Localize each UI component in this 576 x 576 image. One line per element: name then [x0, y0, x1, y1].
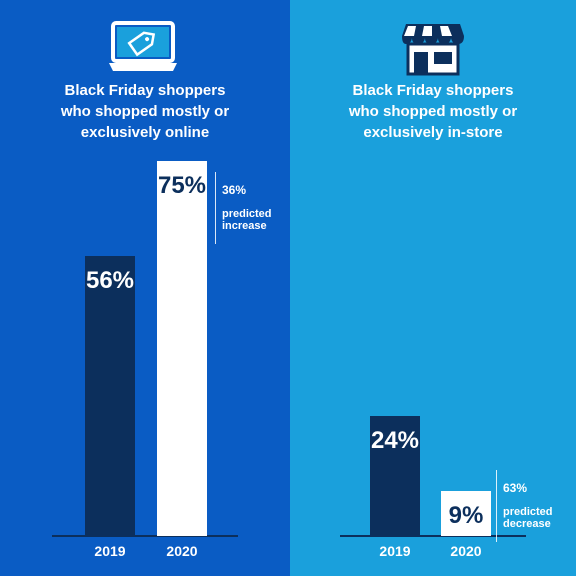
online-bar-2019: [85, 256, 135, 536]
in-store-bar-2019: [370, 416, 420, 536]
in-store-predicted-decrease-note: 63% predicted decrease: [496, 470, 553, 542]
in-store-chart-title: Black Friday shoppers who shopped mostly…: [348, 82, 518, 141]
in-store-bar-chart: 24% 2019 9% 2020: [340, 416, 526, 559]
online-chart-title: Black Friday shoppers who shopped mostly…: [60, 82, 230, 141]
in-store-category-label-2019: 2019: [379, 543, 410, 559]
in-store-bar-2020: [441, 491, 491, 536]
storefront-icon: [400, 20, 466, 83]
in-store-value-label-2019: 24%: [371, 427, 419, 454]
online-value-label-2019: 56%: [86, 267, 134, 294]
online-panel: Black Friday shoppers who shopped mostly…: [0, 0, 290, 576]
in-store-predicted-percent: 63%: [503, 481, 528, 495]
online-value-label-2020: 75%: [158, 172, 206, 199]
online-predicted-increase-note: 36% predicted increase: [215, 172, 272, 244]
in-store-predicted-text: predicted decrease: [503, 506, 553, 530]
online-bar-chart: 56% 2019 75% 2020: [52, 161, 238, 559]
online-predicted-text: predicted increase: [222, 208, 272, 232]
laptop-price-tag-icon: [107, 20, 179, 83]
online-category-label-2019: 2019: [94, 543, 125, 559]
in-store-panel: Black Friday shoppers who shopped mostly…: [290, 0, 576, 576]
online-predicted-percent: 36%: [222, 183, 247, 197]
online-bar-2020: [157, 161, 207, 536]
in-store-category-label-2020: 2020: [450, 543, 481, 559]
in-store-value-label-2020: 9%: [449, 502, 484, 529]
online-category-label-2020: 2020: [166, 543, 197, 559]
